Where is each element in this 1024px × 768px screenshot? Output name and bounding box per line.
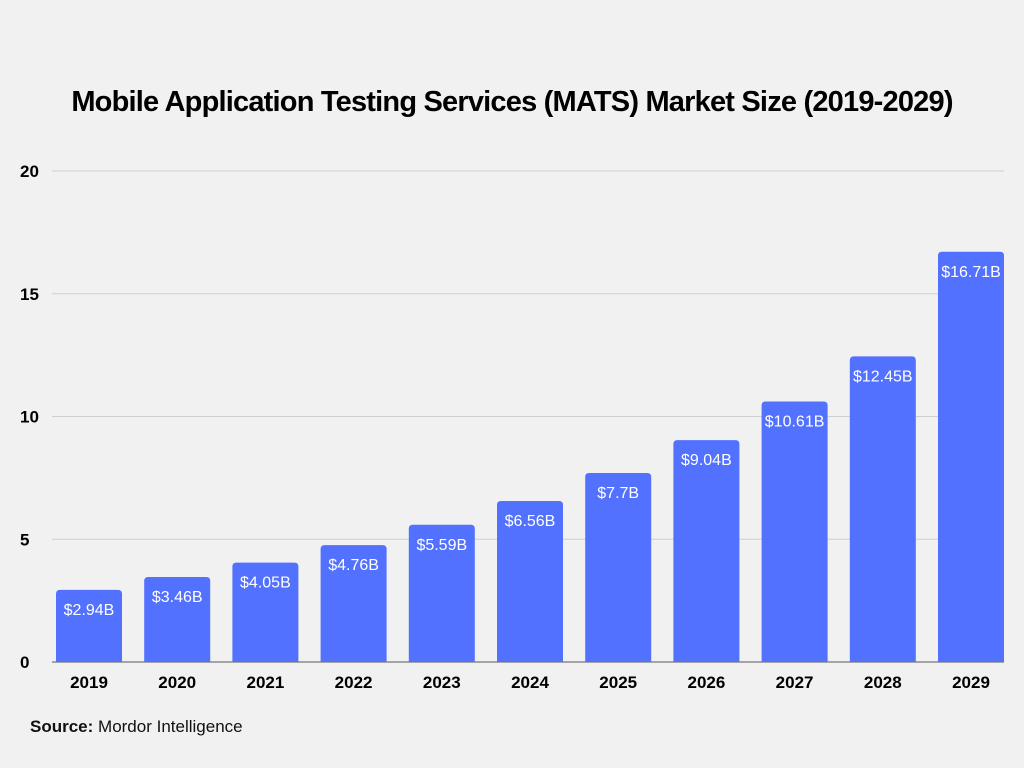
- bar: [585, 472, 652, 662]
- source-label: Source:: [30, 717, 94, 736]
- data-label: $6.56B: [505, 513, 556, 530]
- y-tick-label: 5: [20, 530, 29, 549]
- bar: [320, 545, 387, 662]
- data-label: $16.71B: [941, 264, 1001, 281]
- x-tick-label: 2028: [864, 673, 902, 692]
- x-tick-label: 2021: [246, 673, 284, 692]
- data-label: $5.59B: [416, 537, 467, 554]
- bar: [408, 524, 475, 662]
- data-label: $9.04B: [681, 452, 732, 469]
- data-label: $10.61B: [765, 414, 825, 431]
- x-tick-label: 2029: [952, 673, 990, 692]
- y-tick-label: 0: [20, 653, 29, 672]
- x-tick-label: 2026: [687, 673, 725, 692]
- data-label: $3.46B: [152, 589, 203, 606]
- x-tick-label: 2019: [70, 673, 108, 692]
- data-label: $4.05B: [240, 575, 291, 592]
- y-tick-label: 10: [20, 408, 39, 427]
- bar: [144, 577, 211, 662]
- bar: [761, 401, 828, 662]
- bar: [56, 589, 122, 662]
- x-tick-label: 2027: [776, 673, 814, 692]
- x-tick-label: 2025: [599, 673, 637, 692]
- bar: [673, 440, 740, 662]
- x-tick-label: 2024: [511, 673, 549, 692]
- bar: [497, 500, 563, 662]
- y-tick-label: 15: [20, 285, 39, 304]
- x-tick-label: 2023: [423, 673, 461, 692]
- bar: [938, 251, 1004, 662]
- data-label: $12.45B: [853, 368, 913, 385]
- x-tick-label: 2020: [158, 673, 196, 692]
- data-label: $2.94B: [64, 602, 115, 619]
- x-tick-label: 2022: [335, 673, 373, 692]
- data-label: $7.7B: [597, 485, 639, 502]
- bar: [232, 562, 299, 662]
- bar: [849, 356, 916, 662]
- data-label: $4.76B: [328, 557, 379, 574]
- source-note: Source: Mordor Intelligence: [30, 717, 243, 737]
- source-text: Mordor Intelligence: [98, 717, 243, 736]
- y-tick-label: 20: [20, 162, 39, 181]
- chart-title: Mobile Application Testing Services (MAT…: [71, 86, 953, 118]
